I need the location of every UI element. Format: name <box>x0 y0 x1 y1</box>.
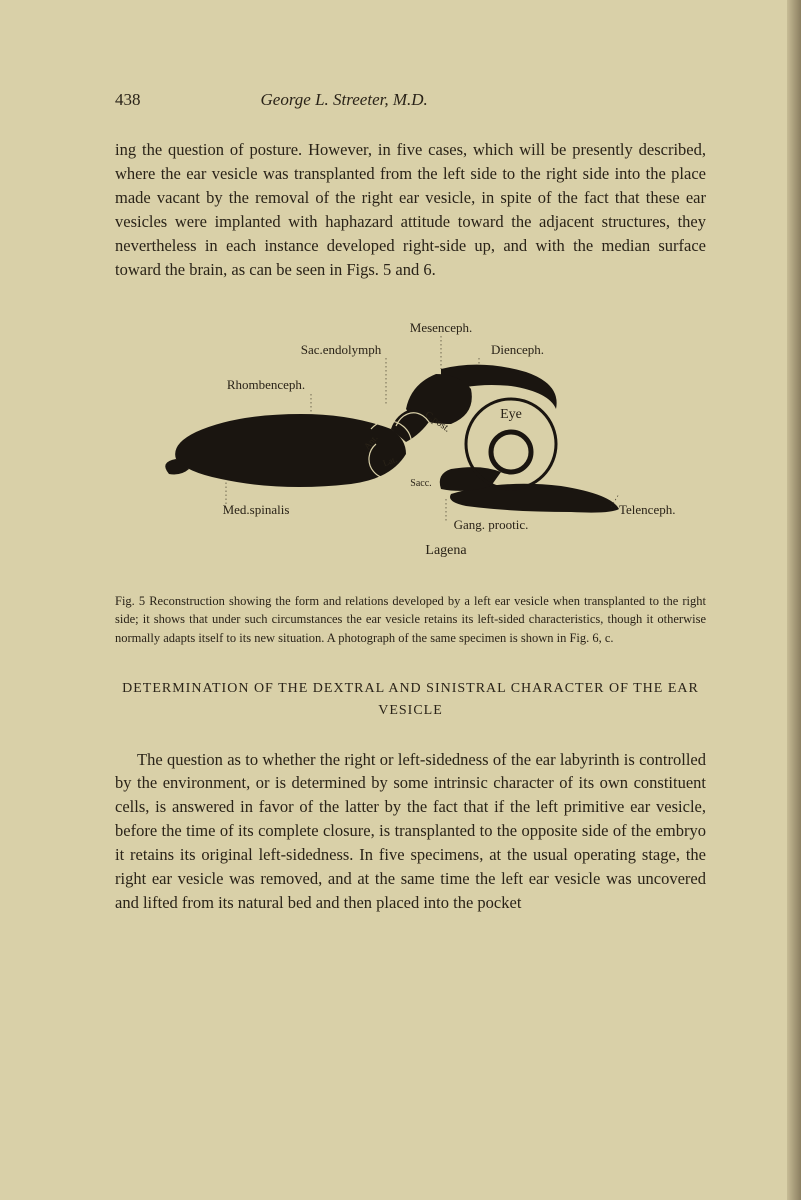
paragraph-1: ing the question of posture. However, in… <box>115 138 706 282</box>
page-header: 438 George L. Streeter, M.D. <box>115 90 706 110</box>
label-telenceph: Telenceph. <box>619 502 675 517</box>
label-lagena: Lagena <box>425 543 467 558</box>
figure-5: Mesenceph. Sac.endolymph Dienceph. Rhomb… <box>115 314 706 574</box>
label-sac-endolymph: Sac.endolymph <box>300 342 381 357</box>
section-heading: DETERMINATION OF THE DEXTRAL AND SINISTR… <box>115 678 706 723</box>
page-edge-shadow <box>787 0 801 1200</box>
paragraph-2: The question as to whether the right or … <box>115 748 706 915</box>
label-dienceph: Dienceph. <box>491 342 544 357</box>
running-title: George L. Streeter, M.D. <box>261 90 428 110</box>
label-rhombenceph: Rhombenceph. <box>226 377 304 392</box>
label-sacc: Sacc. <box>410 478 431 489</box>
page-number: 438 <box>115 90 141 110</box>
figure-caption: Fig. 5 Reconstruction showing the form a… <box>115 592 706 648</box>
label-med-spinalis: Med.spinalis <box>222 502 289 517</box>
label-mesenceph: Mesenceph. <box>409 320 471 335</box>
label-eye: Eye <box>500 407 522 422</box>
label-gang-prootic: Gang. prootic. <box>453 517 528 532</box>
